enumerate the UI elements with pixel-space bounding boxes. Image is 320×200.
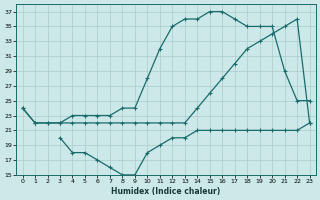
X-axis label: Humidex (Indice chaleur): Humidex (Indice chaleur) — [111, 187, 221, 196]
